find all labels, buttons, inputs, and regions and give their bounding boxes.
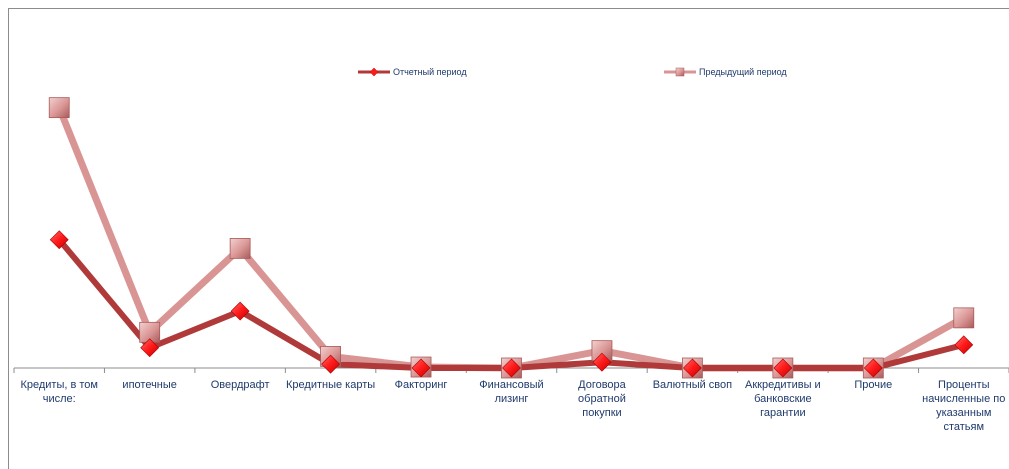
x-tick-label-0: Кредиты, в том числе: xyxy=(20,379,98,405)
chart-frame xyxy=(8,8,1009,469)
legend-label-0: Отчетный период xyxy=(393,67,467,77)
data-point-s0-6 xyxy=(592,352,612,372)
data-point-s0-2 xyxy=(230,301,250,321)
data-point-s0-0 xyxy=(49,230,69,250)
data-point-s0-3 xyxy=(321,354,341,374)
x-tick-label-10: Проценты начисленные по указанным статья… xyxy=(922,379,1006,433)
x-tick-label-9: Прочие xyxy=(854,379,893,391)
data-point-s1-10 xyxy=(953,307,975,329)
x-tick-label-4: Факторинг xyxy=(394,379,448,391)
data-point-s0-5 xyxy=(502,358,521,378)
x-tick-label-5: Финансовый лизинг xyxy=(479,379,544,405)
legend-line-icon-0 xyxy=(358,67,390,77)
x-tick-label-2: Овердрафт xyxy=(210,379,270,391)
x-tick-label-1: ипотечные xyxy=(122,379,177,391)
data-point-s0-9 xyxy=(863,358,883,378)
legend-item-1: Предыдущий период xyxy=(664,67,787,77)
data-point-s0-4 xyxy=(411,358,431,378)
series-layer xyxy=(48,97,975,379)
legend-item-0: Отчетный период xyxy=(358,67,467,77)
data-point-s0-10 xyxy=(954,335,974,355)
legend-line-icon-1 xyxy=(664,67,696,77)
series-line-0 xyxy=(56,237,965,371)
x-tick-label-3: Кредитные карты xyxy=(286,379,376,391)
x-tick-label-8: Аккредитивы и банковские гарантии xyxy=(745,379,821,419)
data-point-s1-2 xyxy=(229,238,251,259)
x-tick-label-7: Валютный своп xyxy=(652,379,733,391)
data-point-s0-7 xyxy=(682,358,702,378)
legend-label-1: Предыдущий период xyxy=(699,67,787,77)
data-point-s0-1 xyxy=(140,338,160,358)
data-point-s1-0 xyxy=(48,97,70,119)
data-point-s0-8 xyxy=(773,358,793,378)
x-tick-label-6: Договора обратной покупки xyxy=(578,379,626,419)
